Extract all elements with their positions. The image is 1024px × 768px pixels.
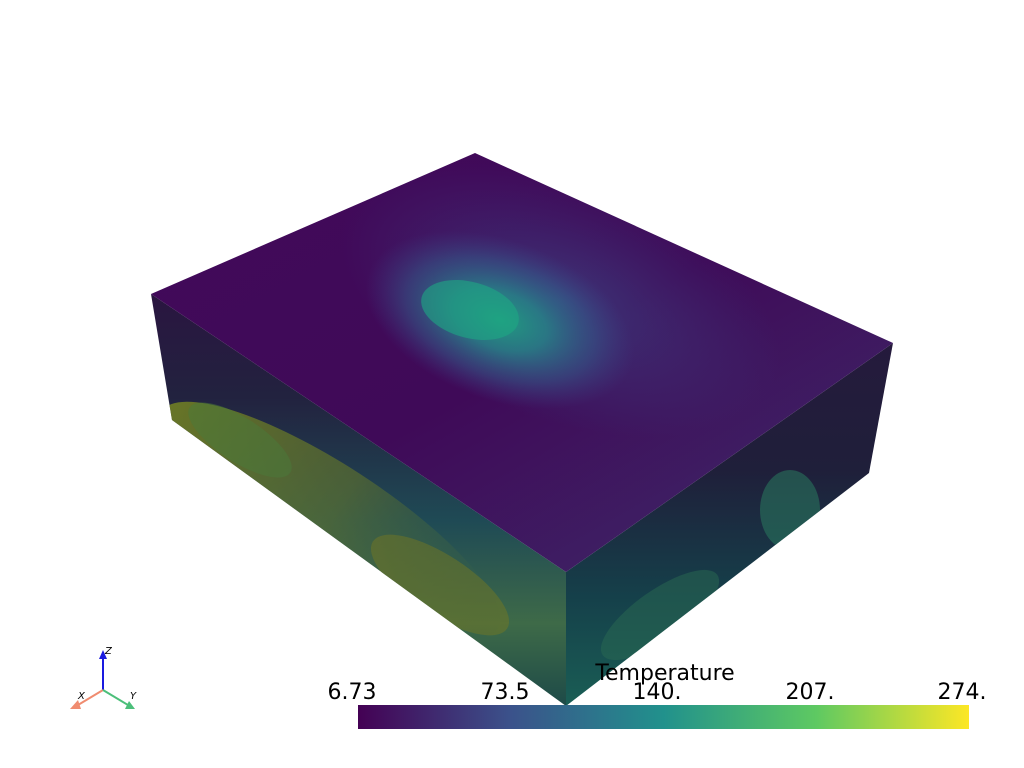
- y-axis-line: [102, 689, 129, 706]
- x-axis-arrow-icon: [70, 700, 81, 709]
- colorbar-gradient: [358, 705, 969, 729]
- y-axis-label: Y: [130, 691, 137, 702]
- colorbar-tick-label: 6.73: [327, 680, 377, 705]
- z-axis-arrow-icon: [99, 650, 107, 659]
- colorbar-tick-label: 140.: [632, 680, 682, 705]
- x-axis-label: X: [78, 691, 85, 702]
- colorbar-title: Temperature: [595, 661, 735, 686]
- orientation-axes-widget: [70, 650, 135, 709]
- colorbar-tick-label: 274.: [937, 680, 987, 705]
- box-left-face: [151, 294, 566, 706]
- colorbar-tick-label: 73.5: [480, 680, 530, 705]
- x-axis-line: [77, 689, 104, 706]
- y-axis-arrow-icon: [125, 701, 135, 709]
- z-axis-label: Z: [105, 646, 112, 657]
- box-top-face: [151, 153, 893, 572]
- colorbar-tick-label: 207.: [785, 680, 835, 705]
